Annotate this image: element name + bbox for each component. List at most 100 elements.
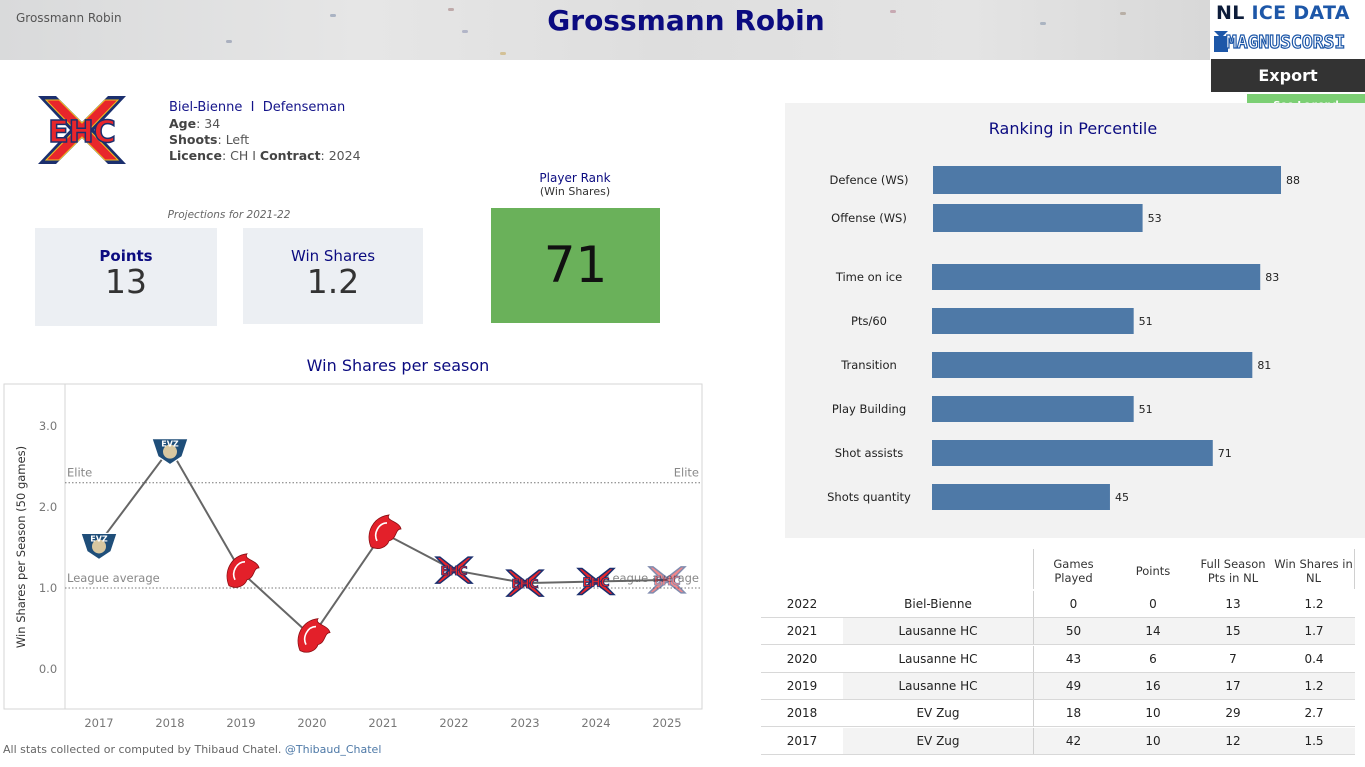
table-row: 2017 EV Zug 42 10 12 1.5 xyxy=(761,728,1355,755)
table-header-cell xyxy=(761,549,843,589)
table-cell: 6 xyxy=(1149,652,1157,666)
svg-text:EHC: EHC xyxy=(511,577,538,591)
ws-data-point: EHC xyxy=(647,566,687,594)
page-title: Grossmann Robin xyxy=(547,4,825,37)
svg-text:EHC: EHC xyxy=(653,574,680,588)
header-banner xyxy=(0,0,1210,60)
licence-separator: I xyxy=(252,148,256,163)
percentile-value-label: 53 xyxy=(1148,212,1162,225)
ws-data-point: EVZ xyxy=(151,438,189,466)
table-cell: 2017 xyxy=(761,728,843,754)
ws-x-tick-label: 2023 xyxy=(510,716,539,730)
ws-data-point: EHC xyxy=(505,569,545,597)
percentile-value-label: 81 xyxy=(1257,359,1271,372)
ws-reference-label-left: Elite xyxy=(67,466,92,480)
table-cell: 50 xyxy=(1033,618,1113,644)
table-row: 2021 Lausanne HC 50 14 15 1.7 xyxy=(761,618,1355,645)
percentile-bar xyxy=(932,352,1253,378)
table-row: 2022 Biel-Bienne 0 0 13 1.2 xyxy=(761,591,1355,618)
percentile-bar xyxy=(932,396,1134,422)
position: Defenseman xyxy=(262,100,346,115)
percentile-bar xyxy=(933,204,1143,232)
percentile-category-label: Shots quantity xyxy=(827,490,911,504)
shoots-label: Shoots xyxy=(169,132,218,147)
win-shares-label: Win Shares xyxy=(290,247,376,265)
table-cell: 42 xyxy=(1033,728,1113,754)
table-cell: 29 xyxy=(1225,706,1241,720)
table-cell: 2021 xyxy=(761,618,843,644)
svg-text:EHC: EHC xyxy=(440,564,467,578)
ws-reference-label-left: League average xyxy=(67,571,160,585)
ws-data-point xyxy=(297,618,331,653)
ws-x-tick-label: 2022 xyxy=(439,716,468,730)
win-shares-value: 1.2 xyxy=(306,262,360,301)
footer-handle-link[interactable]: @Thibaud_Chatel xyxy=(284,743,382,756)
table-row: 2018 EV Zug 18 10 29 2.7 xyxy=(761,700,1355,727)
ws-x-tick-label: 2019 xyxy=(226,716,255,730)
win-shares-card: Win Shares 1.2 xyxy=(243,228,423,324)
table-cell: 1.2 xyxy=(1273,673,1355,699)
ws-x-tick-label: 2024 xyxy=(581,716,610,730)
ws-y-tick-label: 0.0 xyxy=(39,662,57,676)
table-cell: 2019 xyxy=(761,673,843,699)
projections-caption: Projections for 2021-22 xyxy=(167,209,291,221)
table-cell: 18 xyxy=(1033,700,1113,726)
ws-x-tick-label: 2017 xyxy=(84,716,113,730)
percentile-value-label: 83 xyxy=(1265,271,1279,284)
percentile-value-label: 88 xyxy=(1286,174,1300,187)
percentile-bar xyxy=(932,440,1213,466)
table-cell: 10 xyxy=(1145,706,1161,720)
ws-y-tick-label: 1.0 xyxy=(39,581,57,595)
percentile-bar xyxy=(933,166,1281,194)
table-cell: 12 xyxy=(1193,728,1273,754)
percentile-value-label: 51 xyxy=(1139,403,1153,416)
brand-logo: NL ICE DATA MAGNUSCORSI xyxy=(1212,0,1365,58)
brand-nl: NL xyxy=(1216,2,1245,24)
licence-value: CH xyxy=(230,148,249,163)
table-cell: 2.7 xyxy=(1304,706,1324,720)
percentile-category-label: Transition xyxy=(840,358,897,372)
ws-data-point xyxy=(226,553,260,588)
ws-x-tick-label: 2020 xyxy=(297,716,326,730)
ws-y-tick-label: 2.0 xyxy=(39,500,57,514)
licence-label: Licence xyxy=(169,148,222,163)
table-cell: 2020 xyxy=(786,652,818,666)
magnuscorsi-logo: MAGNUSCORSI xyxy=(1214,31,1346,54)
table-cell: Lausanne HC xyxy=(843,673,1033,699)
shoots-value: Left xyxy=(225,132,250,147)
table-cell: 14 xyxy=(1113,618,1193,644)
team-logo-text: EHC xyxy=(48,115,116,150)
age-label: Age xyxy=(169,116,197,131)
ws-x-tick-label: 2025 xyxy=(652,716,681,730)
table-cell: 10 xyxy=(1113,728,1193,754)
ws-data-point: EHC xyxy=(434,556,474,584)
export-button[interactable]: Export xyxy=(1211,59,1365,92)
brand-ice-data: ICE DATA xyxy=(1251,2,1350,24)
player-name-small: Grossmann Robin xyxy=(16,11,122,25)
percentile-category-label: Defence (WS) xyxy=(829,173,908,187)
table-cell: 2018 xyxy=(786,706,818,720)
ws-data-point: EVZ xyxy=(80,532,118,561)
age-value: 34 xyxy=(204,116,221,131)
table-cell: EV Zug xyxy=(916,706,960,720)
player-rank-caption: Player Rank (Win Shares) xyxy=(490,171,660,199)
info-separator: I xyxy=(250,100,255,115)
svg-text:EVZ: EVZ xyxy=(161,440,179,449)
brand-magnuscorsi: MAGNUSCORSI xyxy=(1226,32,1345,53)
svg-text:EVZ: EVZ xyxy=(90,534,108,543)
table-header-cell: Points xyxy=(1113,549,1193,589)
percentile-category-label: Play Building xyxy=(832,402,906,416)
table-cell: 15 xyxy=(1193,618,1273,644)
table-cell: 13 xyxy=(1225,597,1241,611)
table-row: 2020 Lausanne HC 43 6 7 0.4 xyxy=(761,646,1355,673)
points-value: 13 xyxy=(105,262,147,301)
percentile-panel: Ranking in Percentile Defence (WS) 88 Offe… xyxy=(785,103,1365,538)
team-name: Biel-Bienne xyxy=(169,100,243,115)
percentile-category-label: Pts/60 xyxy=(851,314,887,328)
table-cell: Lausanne HC xyxy=(898,652,978,666)
team-logo: EHC xyxy=(38,96,126,164)
ws-y-axis-label: Win Shares per Season (50 games) xyxy=(14,446,28,648)
player-info: Biel-Bienne I Defenseman Age: 34 Shoots:… xyxy=(169,100,361,163)
percentile-chart: Defence (WS) 88 Offense (WS) 53 Time on ice 8… xyxy=(827,166,1300,510)
